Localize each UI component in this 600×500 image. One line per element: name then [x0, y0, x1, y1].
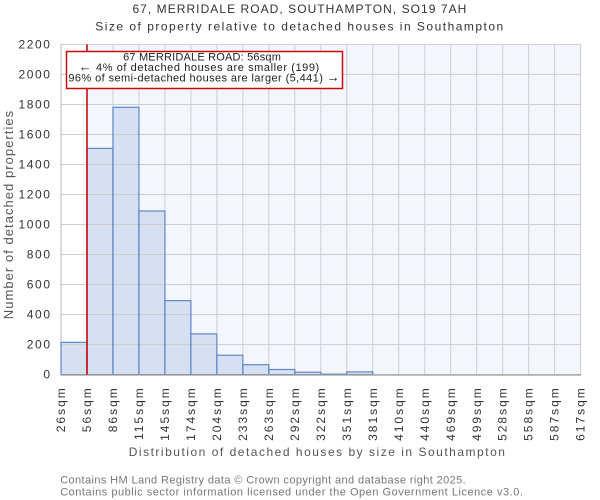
svg-text:233sqm: 233sqm: [236, 386, 250, 441]
svg-text:56sqm: 56sqm: [80, 386, 94, 432]
svg-text:200: 200: [27, 338, 52, 352]
svg-text:← 4% of detached houses are sm: ← 4% of detached houses are smaller (199…: [79, 59, 320, 74]
svg-text:558sqm: 558sqm: [522, 386, 536, 441]
svg-text:1600: 1600: [18, 128, 51, 142]
svg-text:600: 600: [27, 278, 52, 292]
svg-text:400: 400: [27, 308, 52, 322]
svg-text:381sqm: 381sqm: [366, 386, 380, 441]
svg-text:800: 800: [27, 248, 52, 262]
svg-text:Number of detached properties: Number of detached properties: [1, 110, 16, 319]
svg-text:322sqm: 322sqm: [314, 386, 328, 441]
svg-text:204sqm: 204sqm: [210, 386, 224, 441]
svg-text:Contains public sector informa: Contains public sector information licen…: [60, 487, 523, 499]
svg-text:528sqm: 528sqm: [496, 386, 510, 441]
svg-text:351sqm: 351sqm: [340, 386, 354, 441]
svg-text:26sqm: 26sqm: [54, 386, 68, 432]
svg-text:1400: 1400: [18, 158, 51, 172]
svg-text:440sqm: 440sqm: [418, 386, 432, 441]
svg-text:1200: 1200: [18, 188, 51, 202]
svg-text:1800: 1800: [18, 98, 51, 112]
svg-text:617sqm: 617sqm: [574, 386, 588, 441]
svg-text:174sqm: 174sqm: [184, 386, 198, 441]
svg-text:Size of property relative to d: Size of property relative to detached ho…: [95, 20, 504, 34]
svg-text:115sqm: 115sqm: [132, 386, 146, 440]
svg-text:292sqm: 292sqm: [288, 386, 302, 441]
svg-text:Contains HM Land Registry data: Contains HM Land Registry data © Crown c…: [60, 475, 466, 487]
svg-text:499sqm: 499sqm: [470, 386, 484, 441]
svg-text:469sqm: 469sqm: [444, 386, 458, 441]
svg-text:145sqm: 145sqm: [158, 386, 172, 441]
svg-text:410sqm: 410sqm: [392, 386, 406, 441]
svg-text:96% of semi-detached houses ar: 96% of semi-detached houses are larger (…: [68, 70, 340, 85]
svg-text:67, MERRIDALE ROAD, SOUTHAMPTO: 67, MERRIDALE ROAD, SOUTHAMPTON, SO19 7A…: [132, 2, 467, 16]
svg-text:86sqm: 86sqm: [106, 386, 120, 432]
svg-text:587sqm: 587sqm: [548, 386, 562, 441]
svg-text:263sqm: 263sqm: [262, 386, 276, 441]
svg-text:2200: 2200: [18, 38, 51, 52]
svg-text:1000: 1000: [18, 218, 51, 232]
svg-text:0: 0: [43, 368, 51, 382]
svg-text:67 MERRIDALE ROAD: 56sqm: 67 MERRIDALE ROAD: 56sqm: [123, 52, 281, 64]
svg-text:2000: 2000: [18, 68, 51, 82]
svg-text:Distribution of detached house: Distribution of detached houses by size …: [129, 445, 507, 459]
